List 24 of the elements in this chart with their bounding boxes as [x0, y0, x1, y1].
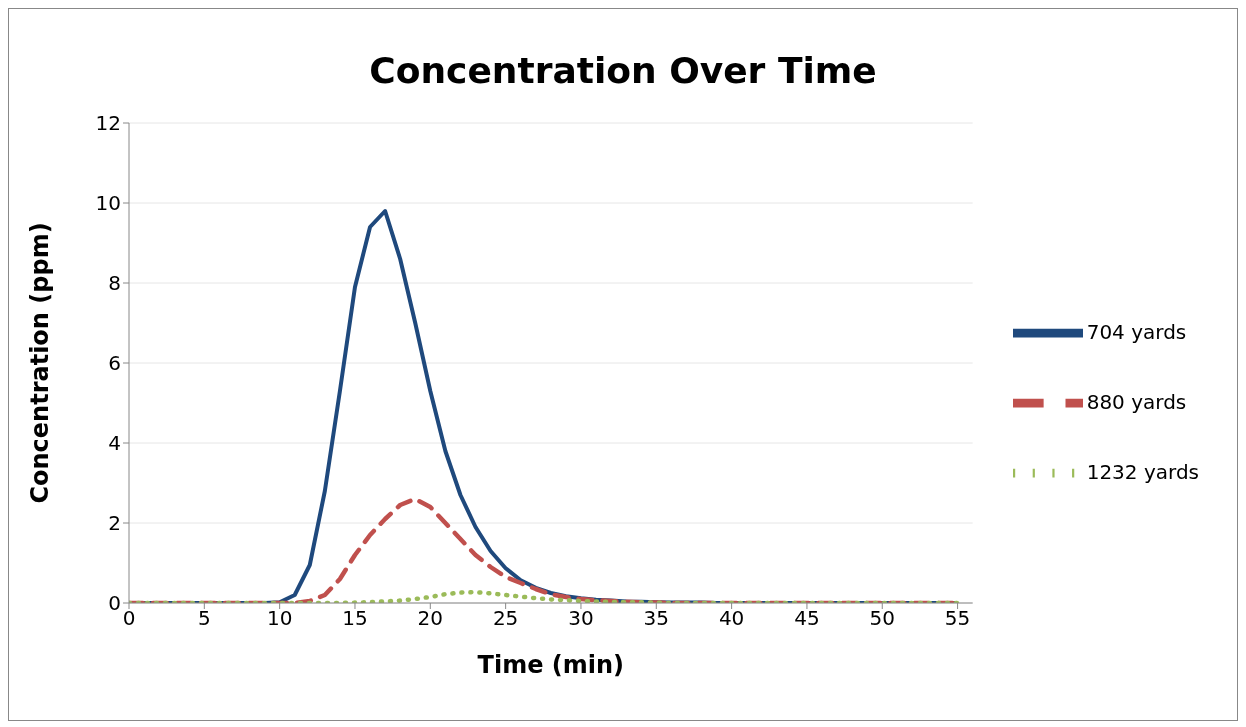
x-axis-title: Time (min): [477, 651, 625, 679]
x-tick-label: 10: [266, 606, 293, 631]
x-tick-label: 40: [718, 606, 745, 631]
x-tick-label: 35: [643, 606, 670, 631]
x-tick-label: 25: [492, 606, 519, 631]
legend-label: 704 yards: [1086, 319, 1187, 344]
line-series: [129, 589, 960, 603]
legend-label: 1232 yards: [1086, 459, 1199, 484]
y-tick-label: 4: [108, 431, 121, 456]
x-tick-label: 5: [197, 606, 211, 631]
x-tick-label: 55: [944, 606, 971, 631]
y-tick-label: 2: [108, 511, 121, 536]
y-tick-label: 10: [95, 191, 121, 216]
x-tick-label: 15: [342, 606, 368, 631]
x-tick-label: 30: [568, 606, 594, 631]
x-tick-label: 45: [794, 606, 820, 631]
x-tick-label: 50: [869, 606, 895, 631]
x-tick-label: 20: [417, 606, 444, 631]
chart-title: Concentration Over Time: [368, 49, 878, 93]
y-tick-label: 8: [108, 271, 121, 296]
y-tick-label: 6: [108, 351, 121, 376]
y-tick-label: 12: [95, 111, 121, 136]
y-axis-title: Concentration (ppm): [25, 222, 54, 504]
legend-label: 880 yards: [1086, 389, 1187, 414]
